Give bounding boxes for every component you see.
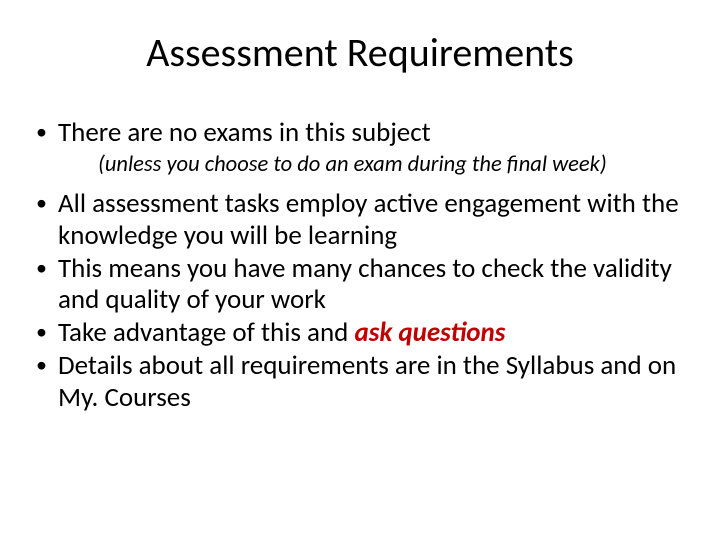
slide-title: Assessment Requirements <box>30 28 690 77</box>
bullet-item: All assessment tasks employ active engag… <box>30 188 690 252</box>
bullet-item: There are no exams in this subject <box>30 117 690 149</box>
emphasis-text: ask questions <box>354 316 505 349</box>
bullet-text: Take advantage of this and <box>58 316 354 349</box>
bullet-list: There are no exams in this subject <box>30 117 690 149</box>
bullet-list: All assessment tasks employ active engag… <box>30 188 690 414</box>
bullet-item: Details about all requirements are in th… <box>30 350 690 414</box>
slide: Assessment Requirements There are no exa… <box>0 0 720 540</box>
sub-note: (unless you choose to do an exam during … <box>30 151 690 178</box>
bullet-item: Take advantage of this and ask questions <box>30 317 690 349</box>
bullet-item: This means you have many chances to chec… <box>30 253 690 317</box>
